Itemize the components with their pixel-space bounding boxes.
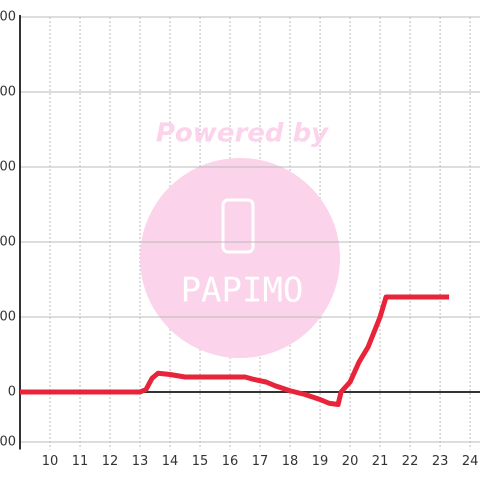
line (20, 294, 450, 407)
x-tick-label: 18 (282, 454, 299, 469)
x-tick-label: 11 (72, 454, 89, 469)
x-tick-label: 23 (432, 454, 449, 469)
x-tick-label: 22 (402, 454, 419, 469)
y-tick-label: 150,000 (0, 10, 16, 25)
x-tick-label: 17 (252, 454, 269, 469)
x-tick-label: 20 (342, 454, 359, 469)
y-tick-label: 0 (8, 385, 16, 400)
x-tick-label: 21 (372, 454, 389, 469)
y-tick-label: 120,000 (0, 85, 16, 100)
x-tick-label: 19 (312, 454, 329, 469)
watermark-text: Powered by (156, 119, 329, 149)
x-tick-label: 15 (192, 454, 209, 469)
watermark-icon (221, 198, 255, 254)
x-tick-label: 14 (162, 454, 179, 469)
y-tick-label: -20,000 (0, 435, 16, 450)
x-tick-label: 16 (222, 454, 239, 469)
y-tick-label: 90,000 (0, 160, 16, 175)
y-tick-label: 30,000 (0, 310, 16, 325)
watermark-circle (140, 158, 340, 358)
y-tick-label: 60,000 (0, 235, 16, 250)
x-tick-label: 12 (102, 454, 119, 469)
x-tick-label: 13 (132, 454, 149, 469)
watermark-logo: PAPIMO (181, 271, 304, 311)
x-tick-label: 24 (462, 454, 479, 469)
x-tick-label: 10 (42, 454, 59, 469)
